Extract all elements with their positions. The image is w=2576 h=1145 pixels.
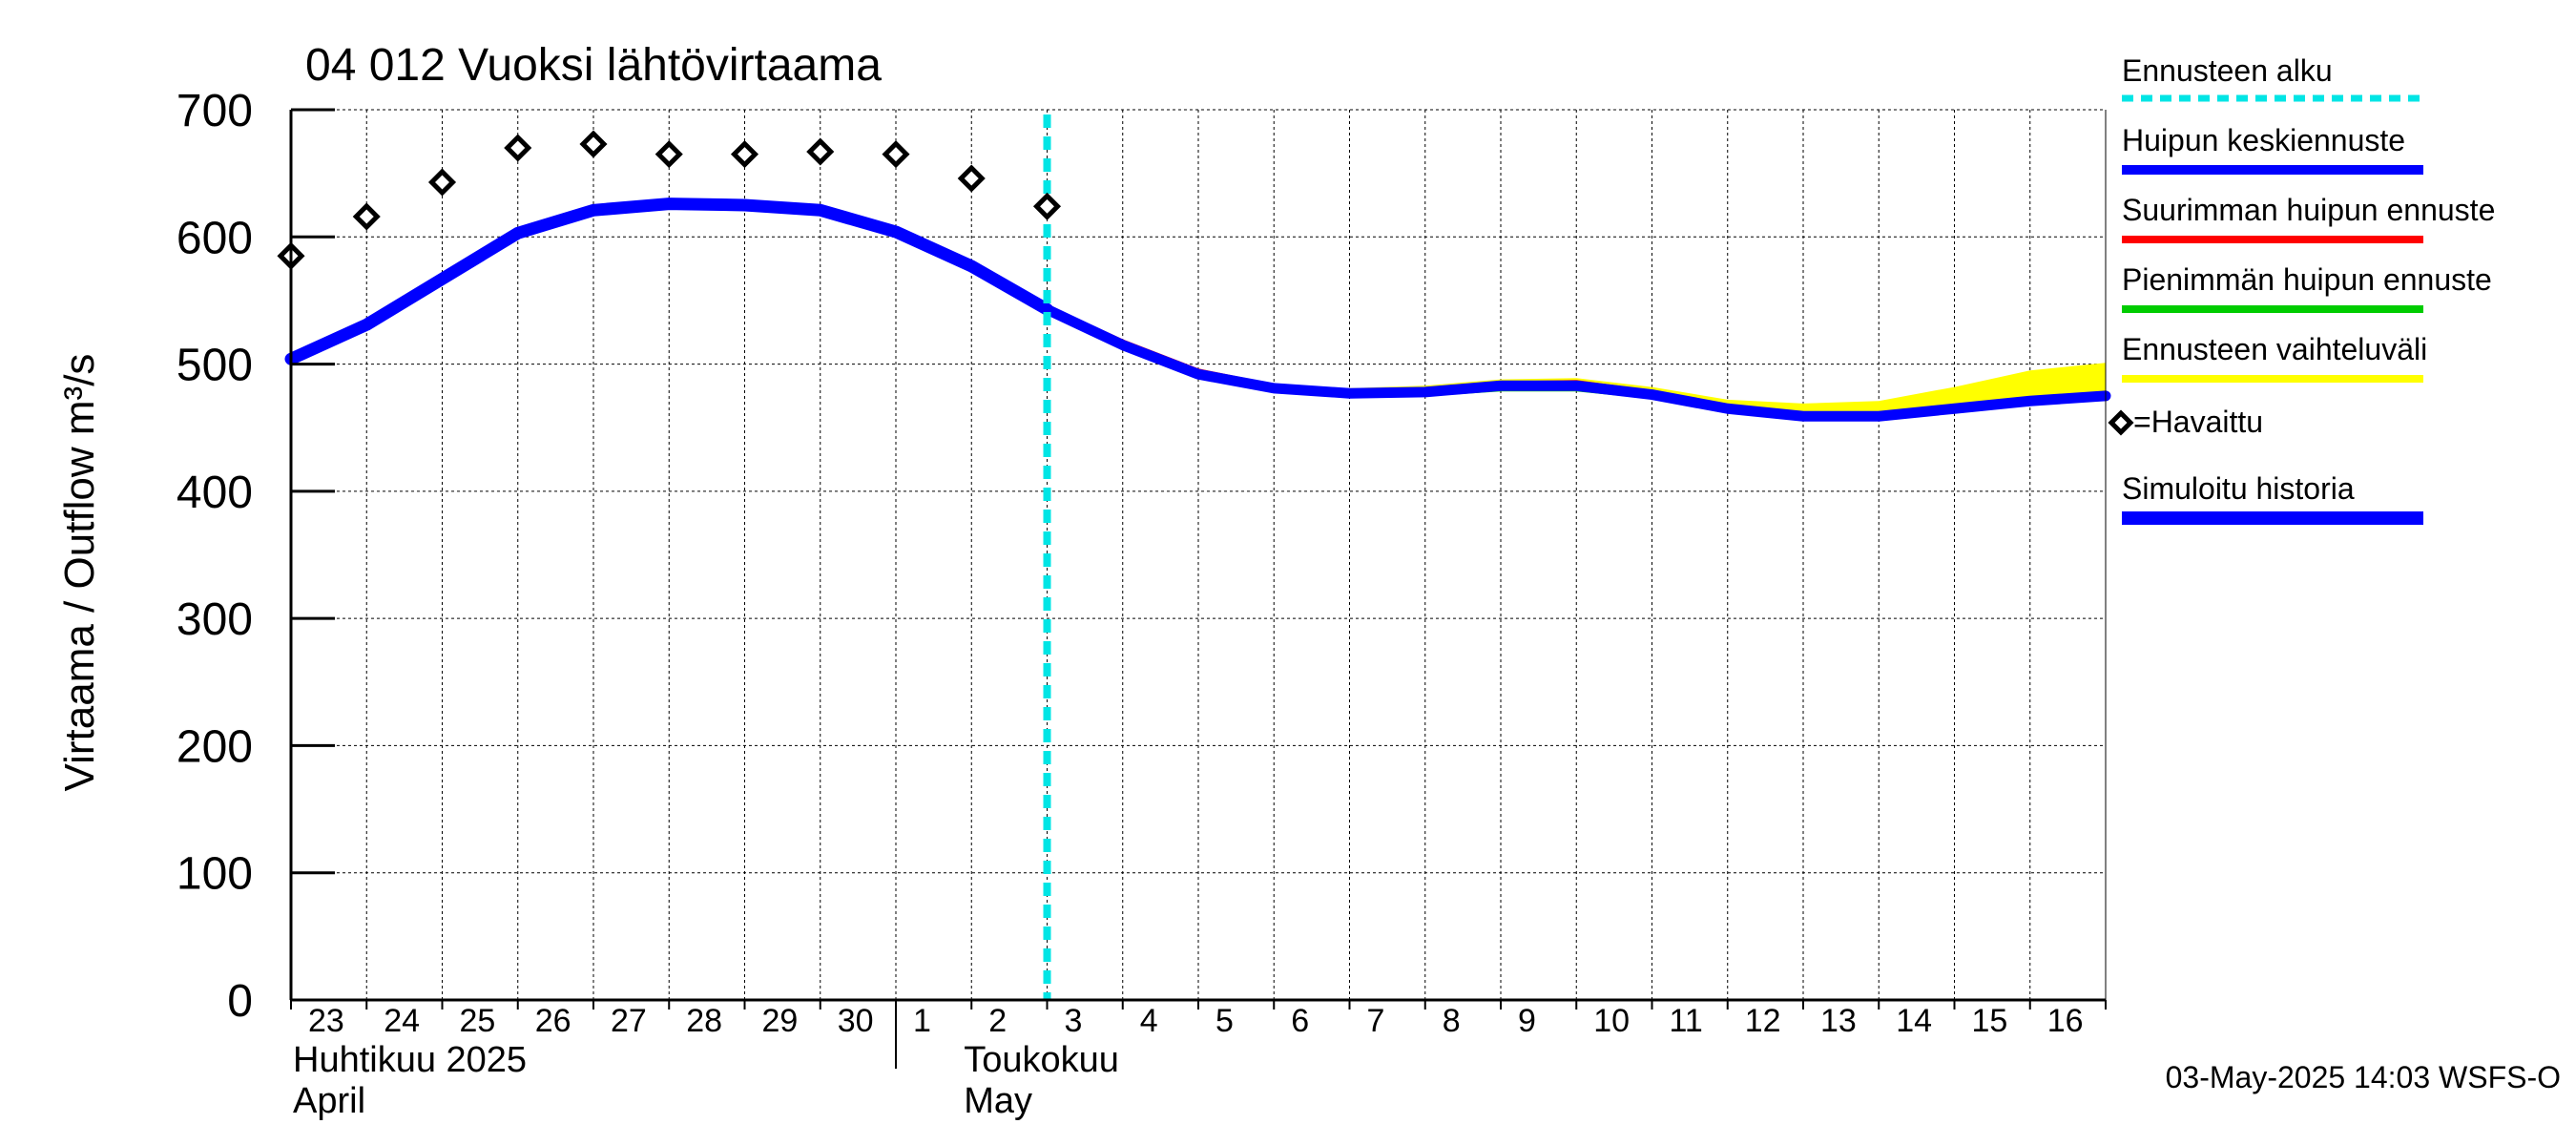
month-label-english: May [964,1081,1032,1121]
x-tick-label: 30 [838,1003,874,1039]
x-tick-label: 10 [1593,1003,1630,1039]
x-tick-label: 12 [1745,1003,1781,1039]
y-tick-label: 400 [177,468,253,518]
y-tick-label: 0 [227,976,253,1027]
x-tick-label: 24 [384,1003,420,1039]
observed-point [730,140,759,169]
x-tick-label: 8 [1443,1003,1461,1039]
legend-label: =Havaittu [2133,405,2263,439]
y-tick-label: 300 [177,594,253,645]
observed-markers [277,130,1062,270]
month-label-english: April [293,1081,365,1121]
grid [291,109,2107,1000]
legend: Ennusteen alku Huipun keskiennuste Suurimm… [2108,53,2495,525]
observed-point [882,140,910,169]
month-label: Toukokuu [964,1040,1119,1080]
y-axis-label: Virtaama / Outflow m³/s [56,354,103,792]
y-tick-label: 600 [177,213,253,263]
legend-label: Pienimmän huipun ennuste [2122,262,2492,297]
x-tick-label: 3 [1065,1003,1083,1039]
y-tick-label: 500 [177,341,253,391]
x-tick-label: 1 [913,1003,931,1039]
legend-label: Simuloitu historia [2122,471,2355,506]
x-tick-label: 29 [762,1003,799,1039]
observed-point [352,202,381,231]
observed-point [957,164,986,193]
y-tick-label: 700 [177,86,253,136]
observed-point [427,168,457,197]
x-tick-label: 15 [1972,1003,2008,1039]
legend-label: Ennusteen vaihteluväli [2122,332,2427,366]
x-tick-label: 26 [535,1003,571,1039]
observed-point [504,134,532,162]
x-tick-label: 25 [460,1003,496,1039]
legend-label: Huipun keskiennuste [2122,123,2405,157]
timestamp-footer: 03-May-2025 14:03 WSFS-O [2166,1060,2561,1094]
x-tick-label: 27 [611,1003,647,1039]
x-tick-label: 28 [686,1003,722,1039]
legend-label: Ennusteen alku [2122,53,2333,88]
series-layer [284,114,2111,1000]
legend-observed-marker [2108,409,2134,436]
y-tick-label: 100 [177,849,253,900]
x-tick-label: 11 [1670,1003,1703,1039]
x-tick-label: 2 [988,1003,1007,1039]
chart-title: 04 012 Vuoksi lähtövirtaama [305,40,882,91]
series-line-huipun-keskiennuste [1042,303,2111,422]
x-tick-label: 4 [1140,1003,1158,1039]
x-tick-label: 23 [308,1003,344,1039]
x-tick-label: 16 [2047,1003,2084,1039]
y-tick-label: 200 [177,721,253,772]
series-line-simuloitu-historia [284,198,1053,365]
observed-point [806,137,835,166]
observed-point [579,130,608,158]
x-tick-label: 13 [1820,1003,1857,1039]
x-tick-label: 7 [1367,1003,1385,1039]
month-label: Huhtikuu 2025 [293,1040,527,1080]
x-tick-label: 14 [1896,1003,1932,1039]
observed-point [654,140,683,169]
x-tick-label: 6 [1291,1003,1309,1039]
observed-point [1032,192,1062,220]
legend-label: Suurimman huipun ennuste [2122,193,2495,227]
x-tick-label: 5 [1215,1003,1234,1039]
x-tick-label: 9 [1518,1003,1536,1039]
